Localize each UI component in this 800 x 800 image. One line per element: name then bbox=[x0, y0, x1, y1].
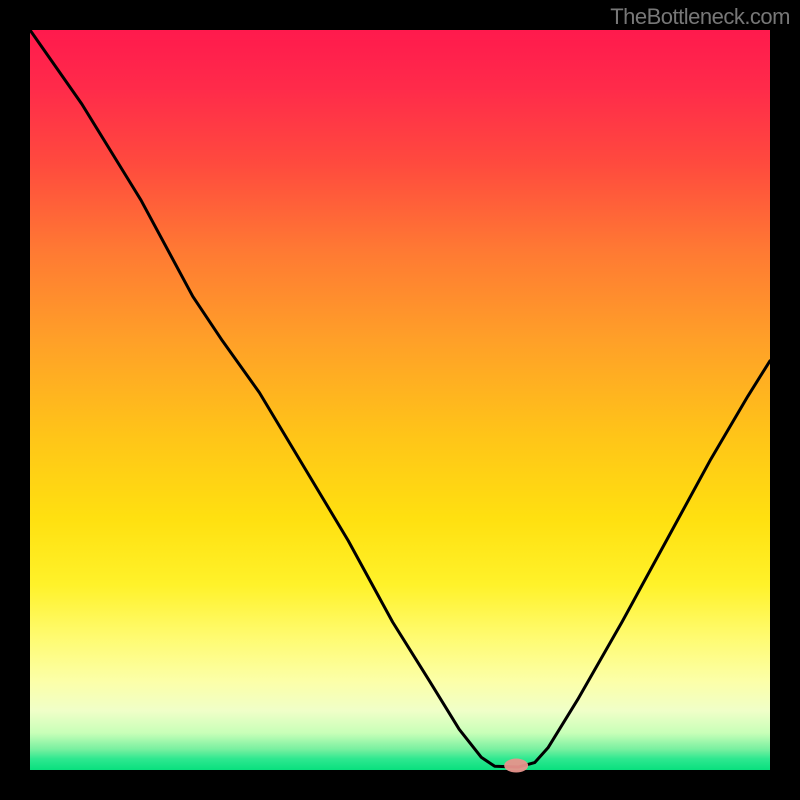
chart-svg bbox=[0, 0, 800, 800]
bottleneck-chart: TheBottleneck.com bbox=[0, 0, 800, 800]
optimal-point-marker bbox=[504, 759, 528, 773]
watermark-text: TheBottleneck.com bbox=[610, 4, 790, 30]
plot-background bbox=[30, 30, 770, 770]
